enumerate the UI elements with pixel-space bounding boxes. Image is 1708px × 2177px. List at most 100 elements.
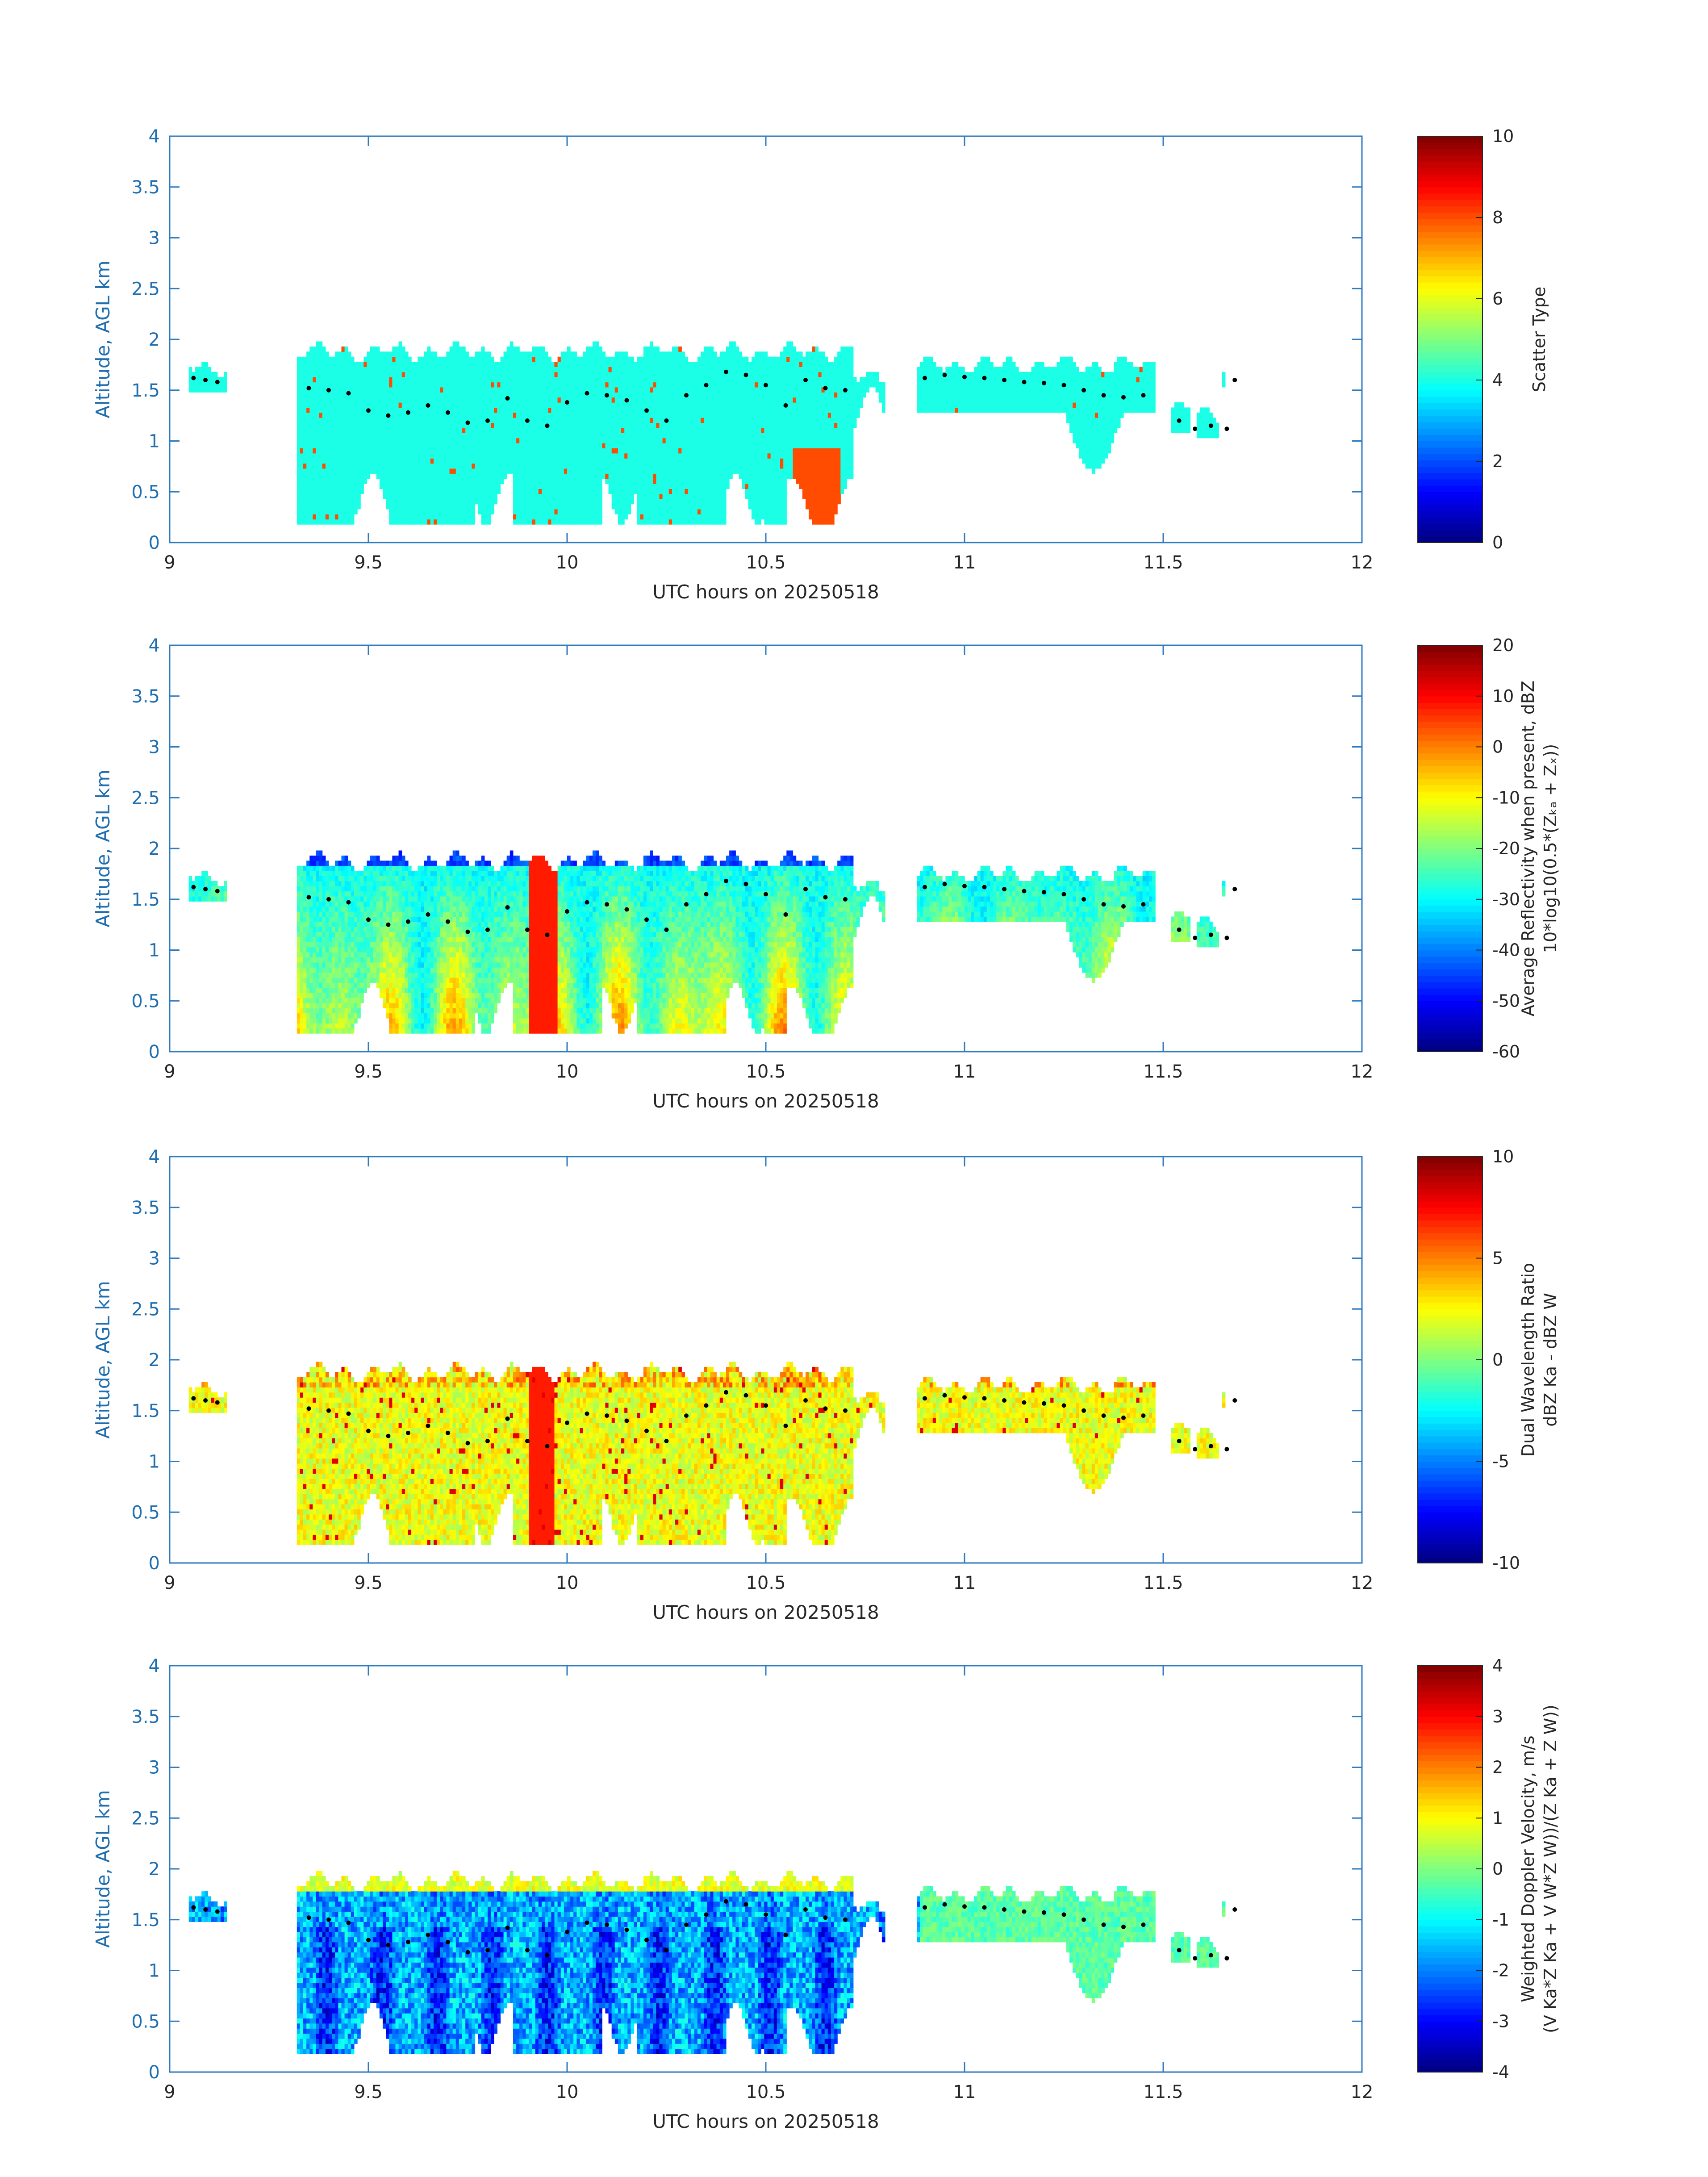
heatmap-cell (659, 514, 663, 520)
heatmap-cell (545, 356, 548, 362)
heatmap-cell (599, 453, 602, 459)
heatmap-cell (631, 397, 635, 403)
heatmap-cell (440, 433, 443, 439)
heatmap-cell (300, 412, 304, 418)
heatmap-cell (678, 473, 682, 479)
heatmap-cell (481, 478, 485, 484)
heatmap-cell (656, 499, 660, 505)
heatmap-cell (564, 463, 568, 469)
heatmap-cell (329, 448, 332, 454)
heatmap-cell (513, 412, 517, 418)
heatmap-cell (675, 504, 679, 510)
heatmap-cell (560, 418, 564, 423)
heatmap-cell (637, 489, 641, 494)
heatmap-cell (421, 382, 425, 388)
heatmap-cell (408, 433, 412, 439)
heatmap-cell (573, 489, 577, 494)
heatmap-cell (351, 372, 355, 377)
heatmap-cell (443, 509, 447, 514)
heatmap-cell (481, 509, 485, 514)
heatmap-cell (777, 448, 781, 454)
heatmap-cell (729, 458, 733, 464)
heatmap-cell (401, 473, 405, 479)
heatmap-cell (719, 493, 723, 499)
heatmap-cell (519, 418, 523, 423)
heatmap-cell (560, 478, 564, 484)
heatmap-cell (589, 478, 593, 484)
heatmap-cell (341, 463, 345, 469)
heatmap-cell (726, 372, 730, 377)
heatmap-cell (668, 377, 672, 383)
heatmap-cell (701, 412, 704, 418)
heatmap-cell (647, 412, 650, 418)
heatmap-cell (434, 438, 437, 443)
heatmap-cell (710, 427, 714, 433)
heatmap-cell (379, 362, 383, 367)
heatmap-cell (472, 392, 476, 398)
heatmap-cell (599, 514, 602, 520)
heatmap-cell (313, 346, 317, 352)
heatmap-cell (732, 346, 736, 352)
heatmap-cell (484, 463, 488, 469)
heatmap-cell (535, 478, 539, 484)
heatmap-cell (421, 463, 425, 469)
heatmap-cell (373, 453, 377, 459)
heatmap-cell (360, 438, 364, 443)
heatmap-cell (513, 382, 517, 388)
heatmap-cell (564, 484, 568, 489)
heatmap-cell (767, 427, 771, 433)
heatmap-cell (675, 433, 679, 439)
heatmap-cell (443, 422, 447, 428)
heatmap-cell (532, 514, 536, 520)
heatmap-cell (675, 392, 679, 398)
heatmap-cell (296, 489, 301, 494)
heatmap-cell (360, 407, 364, 413)
heatmap-cell (526, 382, 530, 388)
heatmap-cell (596, 478, 599, 484)
heatmap-cell (303, 433, 307, 439)
heatmap-cell (522, 427, 526, 433)
heatmap-cell (748, 387, 752, 393)
heatmap-cell (484, 478, 488, 484)
heatmap-cell (309, 402, 313, 408)
heatmap-cell (332, 438, 335, 443)
heatmap-cell (491, 468, 494, 474)
heatmap-cell (373, 468, 377, 474)
heatmap-cell (472, 468, 476, 474)
heatmap-cell (437, 387, 440, 393)
heatmap-cell (341, 377, 345, 383)
heatmap-cell (405, 463, 409, 469)
heatmap-cell (532, 418, 536, 423)
heatmap-cell (335, 504, 338, 510)
heatmap-cell (192, 372, 196, 377)
heatmap-cell (631, 489, 635, 494)
heatmap-cell (764, 463, 768, 469)
heatmap-cell (455, 463, 459, 469)
heatmap-cell (306, 484, 310, 489)
heatmap-cell (627, 427, 631, 433)
heatmap-cell (752, 433, 755, 439)
heatmap-cell (621, 453, 625, 459)
heatmap-cell (637, 362, 641, 367)
heatmap-cell (392, 427, 396, 433)
heatmap-cell (513, 362, 517, 367)
heatmap-cell (357, 468, 361, 474)
heatmap-cell (446, 504, 450, 510)
heatmap-cell (398, 433, 402, 439)
heatmap-cell (688, 478, 692, 484)
heatmap-cell (551, 372, 555, 377)
heatmap-cell (596, 418, 599, 423)
heatmap-cell (398, 382, 402, 388)
heatmap-cell (618, 412, 622, 418)
heatmap-cell (509, 397, 514, 403)
heatmap-cell (538, 458, 542, 464)
heatmap-cell (332, 493, 335, 499)
heatmap-cell (596, 463, 599, 469)
heatmap-cell (395, 422, 399, 428)
heatmap-cell (427, 433, 431, 439)
heatmap-cell (296, 509, 301, 514)
heatmap-cell (745, 367, 749, 372)
heatmap-cell (351, 422, 355, 428)
heatmap-cell (627, 448, 631, 454)
heatmap-cell (488, 453, 491, 459)
